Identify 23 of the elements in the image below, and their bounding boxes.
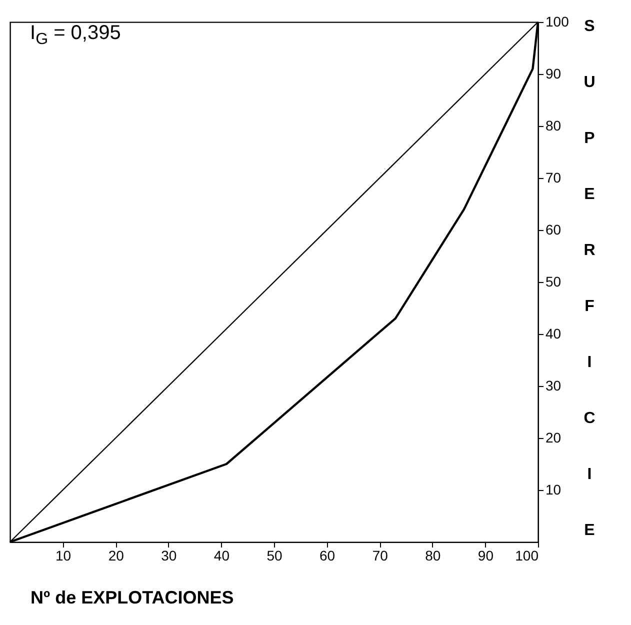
x-tick-label: 50 (266, 548, 282, 564)
y-tick-label: 100 (546, 14, 570, 30)
y-tick-label: 70 (546, 170, 562, 186)
x-tick-label: 70 (372, 548, 388, 564)
y-tick-label: 60 (546, 222, 562, 238)
x-tick-label: 60 (320, 548, 336, 564)
y-tick-label: 30 (546, 378, 562, 394)
y-tick-label: 40 (546, 326, 562, 342)
y-tick-label: 90 (546, 66, 562, 82)
x-tick-label: 10 (56, 548, 72, 564)
x-tick-label: 40 (214, 548, 230, 564)
annotation: I$_{G}$ = 0,395 (30, 22, 121, 49)
y-axis-title: SUPERFICIE (580, 18, 598, 578)
y-tick-label: 80 (546, 118, 562, 134)
x-tick-label: 100 (515, 548, 539, 564)
x-tick-label: 20 (108, 548, 124, 564)
x-tick-label: 30 (161, 548, 177, 564)
y-tick-label: 10 (546, 482, 562, 498)
y-tick-label: 50 (546, 274, 562, 290)
y-tick-label: 20 (546, 430, 562, 446)
x-tick-label: 90 (478, 548, 494, 564)
x-tick-label: 80 (425, 548, 441, 564)
x-axis-title: Nº de EXPLOTACIONES (30, 588, 234, 608)
